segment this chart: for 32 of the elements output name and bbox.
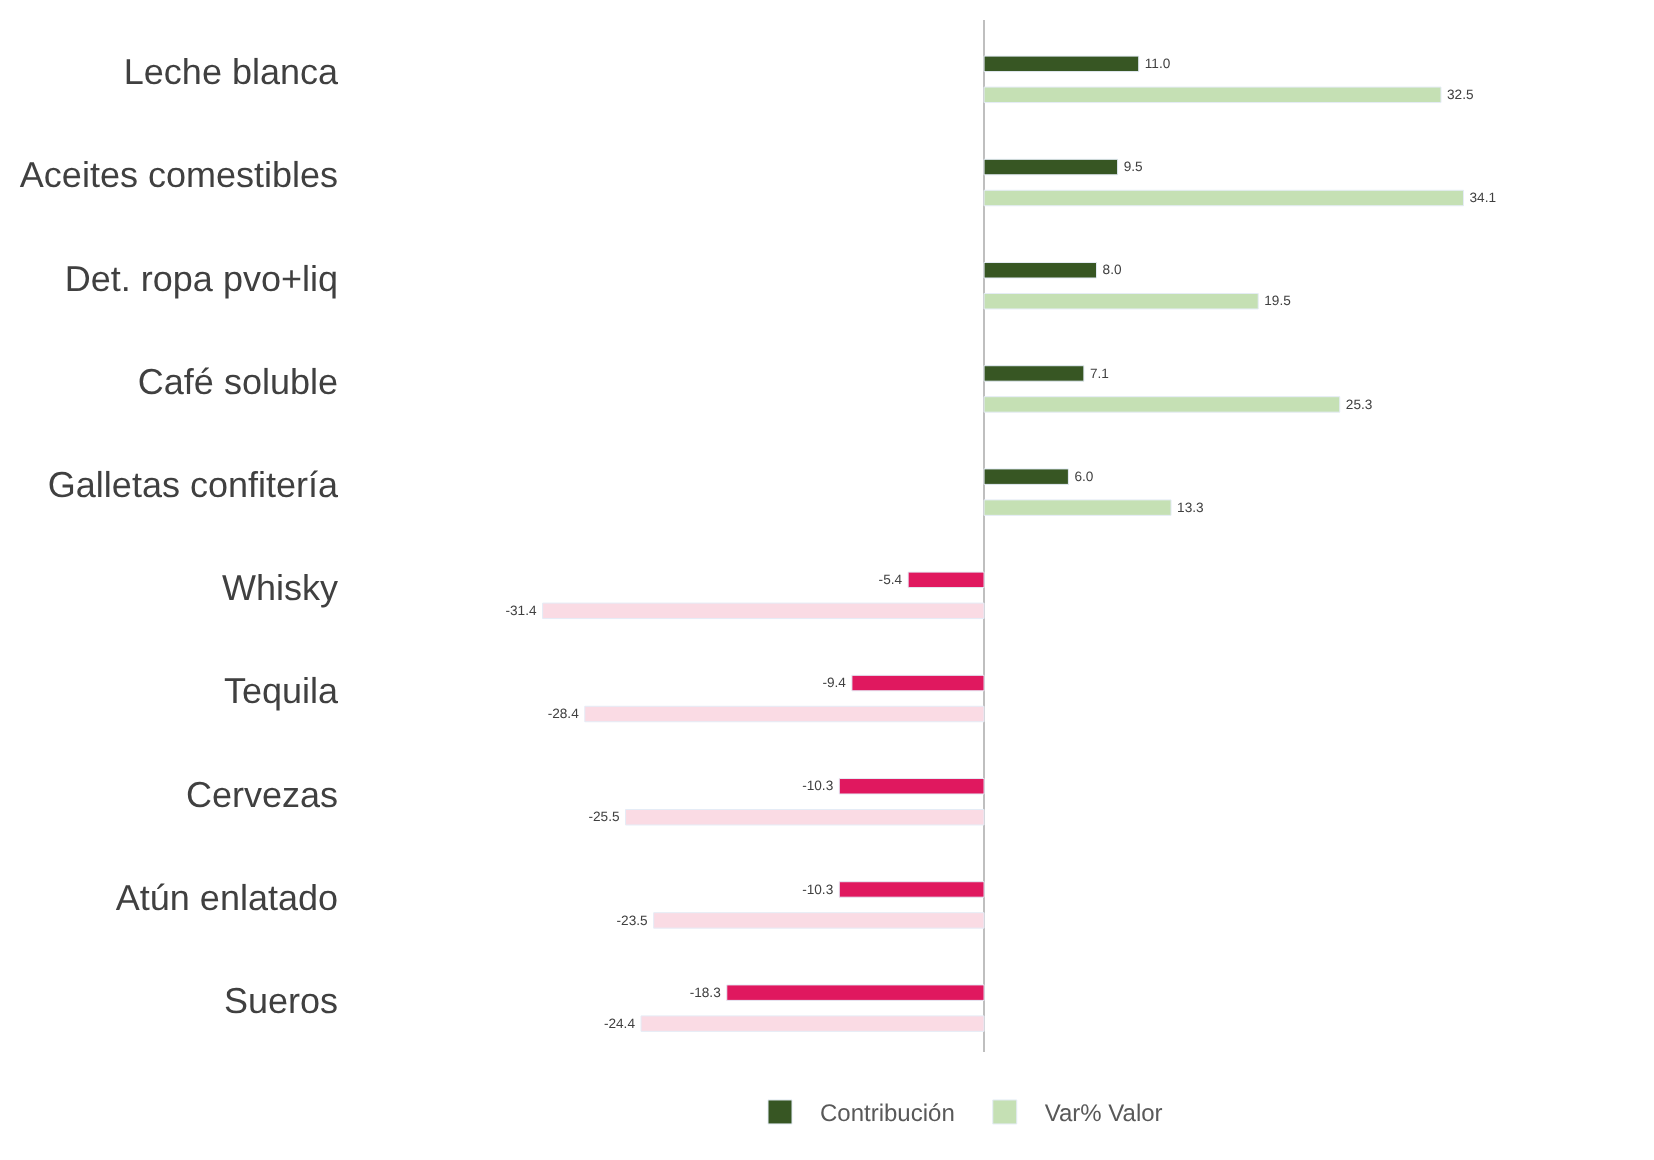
bar [983, 396, 1341, 413]
y-tick-label: Tequila [223, 671, 340, 712]
y-tick-label: Whisky [222, 568, 338, 609]
bar [838, 881, 985, 898]
bar [625, 808, 985, 826]
y-tick-label: Det. ropa pvo+liq [64, 258, 338, 299]
bar [838, 778, 985, 795]
y-tick-label: Aceites comestibles [19, 155, 338, 196]
bar [584, 705, 985, 723]
y-tick-label: Leche blanca [123, 52, 340, 93]
bar [542, 602, 985, 620]
y-tick-label: Atún enlatado [115, 877, 338, 918]
bar [851, 674, 985, 692]
bar [983, 158, 1119, 176]
bar [983, 365, 1085, 382]
legend-label: Contribución [820, 1099, 955, 1128]
bar [983, 86, 1442, 104]
y-tick-label: Café soluble [137, 361, 338, 402]
bar [983, 262, 1098, 279]
bar [983, 499, 1172, 516]
bar [983, 55, 1140, 73]
y-tick-label: Sueros [223, 981, 338, 1021]
bar [726, 984, 985, 1001]
legend-label: Var% Valor [1044, 1099, 1163, 1128]
bar [983, 292, 1259, 310]
bar [640, 1015, 985, 1032]
bar [983, 189, 1464, 207]
y-tick-label: Galletas confitería [47, 465, 340, 505]
y-tick-label: Cervezas [185, 774, 338, 815]
bar [983, 468, 1069, 485]
bar [907, 571, 985, 589]
bar [653, 912, 985, 929]
